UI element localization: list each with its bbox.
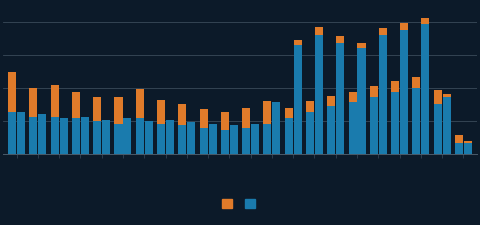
- Bar: [370, 98, 378, 154]
- Bar: [221, 130, 229, 154]
- Bar: [443, 95, 451, 98]
- Bar: [400, 24, 408, 30]
- Bar: [336, 37, 344, 44]
- Bar: [114, 98, 122, 124]
- Bar: [294, 41, 302, 46]
- Bar: [358, 44, 366, 49]
- Bar: [114, 124, 122, 154]
- Bar: [306, 102, 314, 112]
- Bar: [251, 124, 259, 154]
- Bar: [72, 119, 80, 154]
- Bar: [285, 119, 293, 154]
- Bar: [294, 46, 302, 154]
- Bar: [157, 124, 165, 154]
- Bar: [102, 120, 110, 154]
- Bar: [242, 108, 250, 128]
- Bar: [230, 125, 238, 154]
- Bar: [8, 112, 16, 154]
- Bar: [178, 104, 186, 125]
- Bar: [29, 88, 37, 117]
- Bar: [17, 112, 25, 154]
- Bar: [412, 88, 420, 154]
- Legend: , : ,: [218, 196, 262, 213]
- Bar: [178, 125, 186, 154]
- Bar: [412, 78, 420, 88]
- Bar: [264, 102, 272, 124]
- Bar: [391, 92, 399, 154]
- Bar: [264, 124, 272, 154]
- Bar: [144, 121, 153, 154]
- Bar: [38, 115, 47, 154]
- Bar: [455, 144, 463, 154]
- Bar: [272, 103, 280, 154]
- Bar: [187, 123, 195, 154]
- Bar: [433, 104, 442, 154]
- Bar: [379, 29, 387, 36]
- Bar: [136, 90, 144, 119]
- Bar: [81, 117, 89, 154]
- Bar: [379, 36, 387, 154]
- Bar: [93, 98, 101, 121]
- Bar: [421, 25, 429, 154]
- Bar: [157, 100, 165, 124]
- Bar: [443, 98, 451, 154]
- Bar: [391, 82, 399, 92]
- Bar: [29, 117, 37, 154]
- Bar: [315, 36, 323, 154]
- Bar: [242, 128, 250, 154]
- Bar: [327, 107, 336, 154]
- Bar: [51, 117, 59, 154]
- Bar: [348, 92, 357, 103]
- Bar: [400, 30, 408, 154]
- Bar: [464, 141, 472, 144]
- Bar: [51, 86, 59, 117]
- Bar: [221, 112, 229, 130]
- Bar: [336, 44, 344, 154]
- Bar: [8, 73, 16, 112]
- Bar: [421, 19, 429, 25]
- Bar: [455, 136, 463, 144]
- Bar: [60, 119, 68, 154]
- Bar: [370, 87, 378, 98]
- Bar: [358, 49, 366, 154]
- Bar: [123, 119, 132, 154]
- Bar: [166, 120, 174, 154]
- Bar: [464, 144, 472, 154]
- Bar: [327, 96, 336, 107]
- Bar: [315, 28, 323, 36]
- Bar: [200, 128, 208, 154]
- Bar: [93, 121, 101, 154]
- Bar: [200, 110, 208, 128]
- Bar: [72, 92, 80, 119]
- Bar: [433, 91, 442, 104]
- Bar: [285, 108, 293, 119]
- Bar: [306, 112, 314, 154]
- Bar: [208, 124, 216, 154]
- Bar: [348, 103, 357, 154]
- Bar: [136, 119, 144, 154]
